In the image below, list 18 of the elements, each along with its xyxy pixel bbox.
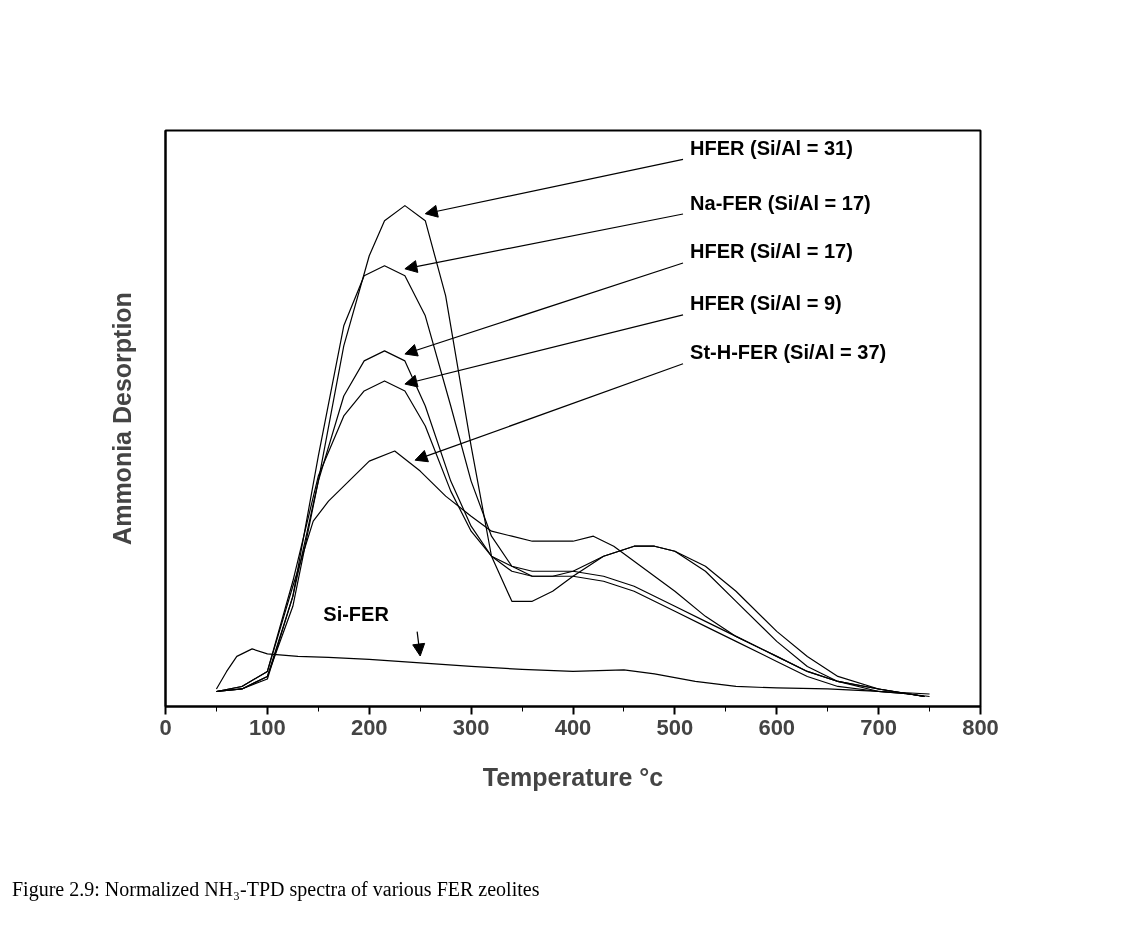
text: St-H-FER (Si/Al = 37) <box>690 341 887 364</box>
text: Na-FER (Si/Al = 17) <box>690 191 871 214</box>
x-tick-label: 100 <box>249 714 286 740</box>
x-tick-label: 500 <box>656 714 694 740</box>
x-tick-label: 800 <box>962 714 999 740</box>
series-label: Si-FER <box>323 603 390 626</box>
x-tick-label: 700 <box>860 714 897 740</box>
x-tick-label: 300 <box>452 714 490 740</box>
x-tick-label: 400 <box>554 714 592 740</box>
x-tick-label: 600 <box>758 714 796 740</box>
text: HFER (Si/Al = 31) <box>690 136 853 159</box>
y-axis-title: Ammonia Desorption <box>107 292 136 545</box>
text: HFER (Si/Al = 17) <box>690 240 853 263</box>
x-axis-title: Temperature °c <box>482 762 664 791</box>
x-tick-label: 0 <box>159 714 172 740</box>
caption: Figure 2.9: Normalized NH₃-TPD spectra of various FER zeolites <box>12 877 540 903</box>
x-tick-label: 200 <box>350 714 388 740</box>
text: HFER (Si/Al = 9) <box>690 292 842 315</box>
